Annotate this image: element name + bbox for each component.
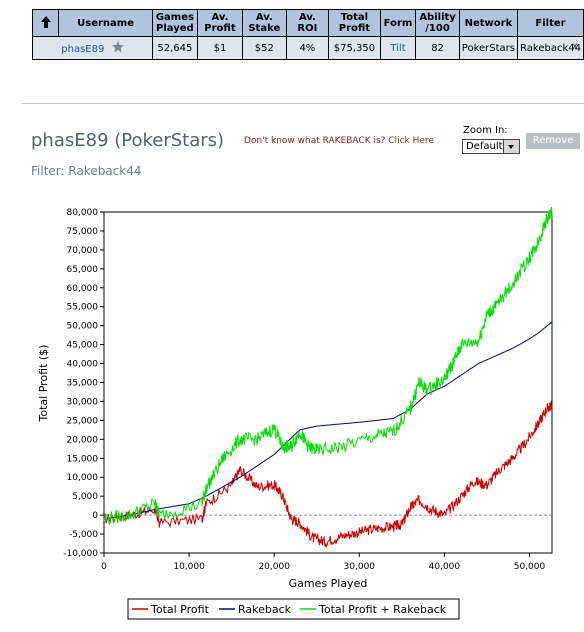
player-stats-table: Username Games Played Av. Profit Av. Sta…: [31, 9, 584, 60]
zoom-label: Zoom In:: [463, 125, 508, 136]
y-tick-label: 50,000: [67, 322, 99, 332]
y-tick-label: 5,000: [72, 492, 98, 502]
total-profit-value: $75,350: [328, 36, 381, 60]
header-av-roi[interactable]: Av. ROI: [285, 9, 330, 37]
x-tick-label: 10,000: [173, 562, 205, 572]
y-tick-label: 20,000: [67, 435, 99, 445]
remove-filter-x[interactable]: x: [572, 41, 578, 52]
y-tick-label: 10,000: [67, 473, 99, 483]
ability-value: 82: [415, 36, 460, 60]
header-ability[interactable]: Ability /100: [415, 9, 460, 37]
header-games-played[interactable]: Games Played: [151, 9, 198, 37]
av-roi-value: 4%: [285, 36, 330, 60]
y-tick-label: 45,000: [67, 341, 99, 351]
up-arrow-icon: [40, 15, 51, 28]
table-row: phasE89 52,645 $1 $52 4% $75,350 Tilt 82…: [32, 36, 584, 60]
y-tick-label: 60,000: [67, 284, 99, 294]
zoom-select[interactable]: Default: [462, 139, 520, 154]
header-network[interactable]: Network: [458, 9, 519, 37]
y-tick-label: 35,000: [67, 379, 99, 389]
form-value: Tilt: [379, 36, 417, 60]
table-header-row: Username Games Played Av. Profit Av. Sta…: [31, 9, 584, 37]
chevron-down-icon[interactable]: [503, 140, 519, 153]
username-link[interactable]: phasE89: [61, 44, 105, 55]
filter-name: Rakeback44: [520, 42, 581, 54]
x-tick-label: 50,000: [514, 562, 546, 572]
plot-area: [103, 211, 553, 554]
series-line-3: [103, 207, 553, 526]
y-axis-label: Total Profit ($): [37, 345, 50, 423]
y-tick-label: 75,000: [67, 227, 99, 237]
section-divider: [22, 103, 584, 104]
star-icon[interactable]: [111, 41, 124, 53]
x-tick-label: 40,000: [429, 562, 461, 572]
legend-box: [127, 598, 460, 620]
username-cell: phasE89: [32, 36, 153, 60]
rakeback-info-link[interactable]: Don't know what RAKEBACK is? Click Here: [244, 136, 434, 146]
x-axis-label: Games Played: [289, 577, 368, 590]
games-played-value: 52,645: [151, 36, 198, 60]
y-tick-label: 40,000: [67, 360, 99, 370]
header-total-profit[interactable]: Total Profit: [328, 9, 381, 37]
header-filter[interactable]: Filter: [517, 9, 584, 37]
x-tick-label: 20,000: [258, 562, 290, 572]
sort-arrow-header[interactable]: [31, 9, 60, 37]
series-line-2: [103, 321, 553, 520]
legend-label: Rakeback: [238, 603, 292, 616]
y-tick-label: 55,000: [67, 303, 99, 313]
y-tick-label: 0: [92, 511, 98, 521]
y-tick-label: 15,000: [67, 454, 99, 464]
header-form[interactable]: Form: [379, 9, 417, 37]
y-axis-ticks: -10,000 -5,000 0 5,000 10,000 15,000 20,000 25,…: [63, 208, 104, 559]
network-value: PokerStars: [458, 36, 519, 60]
y-tick-label: 25,000: [67, 416, 99, 426]
y-tick-label: 65,000: [67, 265, 99, 275]
y-tick-label: -10,000: [63, 549, 98, 559]
y-tick-label: 30,000: [67, 397, 99, 407]
form-link[interactable]: Tilt: [390, 42, 406, 54]
plot-border: [103, 211, 553, 554]
remove-button[interactable]: Remove: [526, 133, 580, 149]
av-stake-value: $52: [242, 36, 287, 60]
header-av-profit[interactable]: Av. Profit: [196, 9, 244, 37]
chart-legend: Total Profit Rakeback Total Profit + Rakeb…: [127, 598, 460, 620]
x-tick-label: 0: [101, 562, 107, 572]
filter-value: Rakeback44: [517, 36, 584, 60]
series-line-1: [103, 400, 553, 549]
legend-label: Total Profit: [150, 603, 210, 616]
y-tick-label: -5,000: [69, 530, 98, 540]
header-av-stake[interactable]: Av. Stake: [242, 9, 287, 37]
y-tick-label: 80,000: [67, 208, 99, 218]
chart-series: [103, 207, 553, 549]
player-title: phasE89 (PokerStars): [31, 130, 225, 151]
header-username[interactable]: Username: [58, 9, 153, 37]
x-tick-label: 30,000: [344, 562, 376, 572]
av-profit-value: $1: [196, 36, 244, 60]
zoom-selected-value: Default: [466, 141, 503, 152]
x-axis-ticks: 0 10,000 20,000 30,000 40,000 50,000: [101, 553, 546, 572]
legend-label: Total Profit + Rakeback: [318, 603, 447, 616]
y-tick-label: 70,000: [67, 246, 99, 256]
filter-label: Filter: Rakeback44: [31, 164, 142, 178]
